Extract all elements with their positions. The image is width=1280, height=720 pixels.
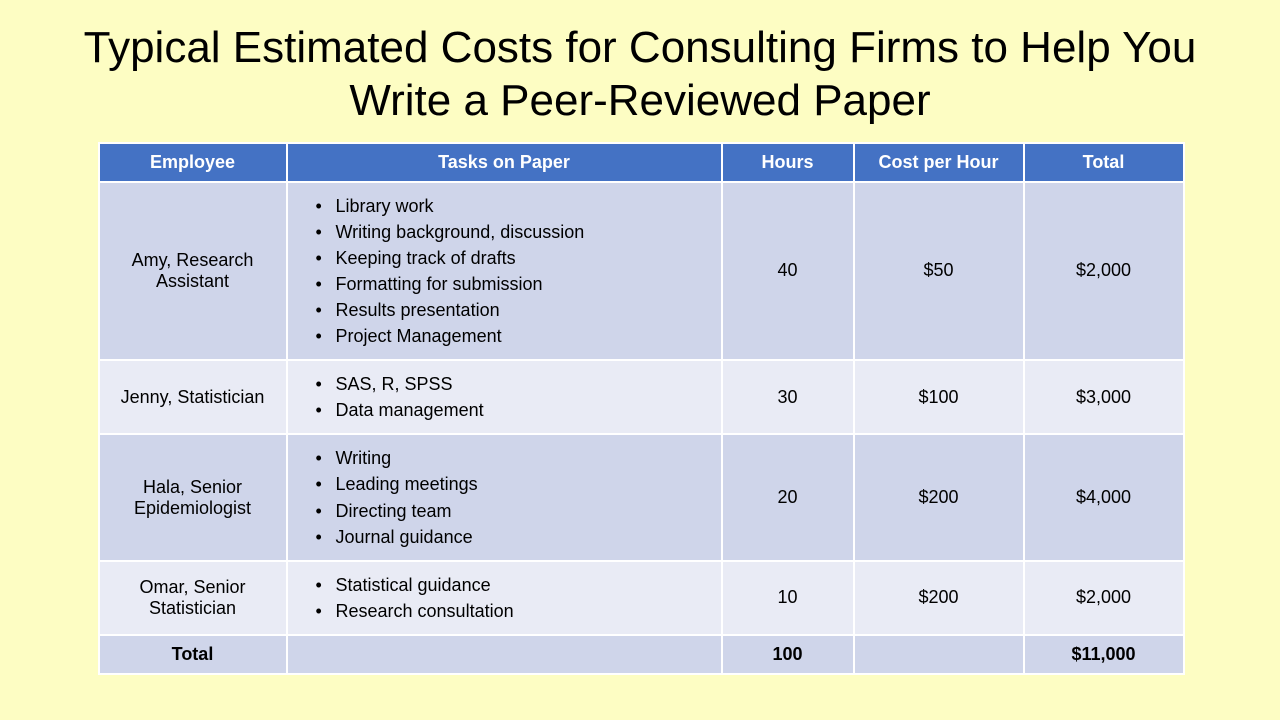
col-header-tasks: Tasks on Paper <box>287 143 722 182</box>
task-item: Journal guidance <box>310 524 707 550</box>
cell-rate: $200 <box>854 434 1024 560</box>
cell-hours: 20 <box>722 434 854 560</box>
footer-rate <box>854 635 1024 674</box>
cell-rate: $100 <box>854 360 1024 434</box>
table-row: Jenny, Statistician SAS, R, SPSSData man… <box>99 360 1184 434</box>
cost-table: Employee Tasks on Paper Hours Cost per H… <box>98 142 1185 675</box>
task-item: Writing <box>310 445 707 471</box>
cell-total: $4,000 <box>1024 434 1184 560</box>
cell-hours: 10 <box>722 561 854 635</box>
tasks-list: Statistical guidanceResearch consultatio… <box>302 572 707 624</box>
tasks-list: SAS, R, SPSSData management <box>302 371 707 423</box>
task-item: Keeping track of drafts <box>310 245 707 271</box>
task-item: Library work <box>310 193 707 219</box>
page-title: Typical Estimated Costs for Consulting F… <box>80 22 1200 128</box>
cell-employee: Jenny, Statistician <box>99 360 287 434</box>
task-item: SAS, R, SPSS <box>310 371 707 397</box>
col-header-total: Total <box>1024 143 1184 182</box>
cell-tasks: WritingLeading meetingsDirecting teamJou… <box>287 434 722 560</box>
cell-total: $3,000 <box>1024 360 1184 434</box>
cell-total: $2,000 <box>1024 182 1184 361</box>
task-item: Research consultation <box>310 598 707 624</box>
task-item: Data management <box>310 397 707 423</box>
cell-tasks: SAS, R, SPSSData management <box>287 360 722 434</box>
cell-total: $2,000 <box>1024 561 1184 635</box>
cell-tasks: Library workWriting background, discussi… <box>287 182 722 361</box>
cost-table-container: Employee Tasks on Paper Hours Cost per H… <box>98 142 1183 675</box>
task-item: Statistical guidance <box>310 572 707 598</box>
cell-rate: $200 <box>854 561 1024 635</box>
cell-hours: 30 <box>722 360 854 434</box>
task-item: Project Management <box>310 323 707 349</box>
footer-empty <box>287 635 722 674</box>
table-footer-row: Total 100 $11,000 <box>99 635 1184 674</box>
tasks-list: WritingLeading meetingsDirecting teamJou… <box>302 445 707 549</box>
cell-rate: $50 <box>854 182 1024 361</box>
cell-employee: Amy, Research Assistant <box>99 182 287 361</box>
cell-employee: Omar, Senior Statistician <box>99 561 287 635</box>
footer-hours: 100 <box>722 635 854 674</box>
table-row: Hala, Senior Epidemiologist WritingLeadi… <box>99 434 1184 560</box>
cell-tasks: Statistical guidanceResearch consultatio… <box>287 561 722 635</box>
table-header-row: Employee Tasks on Paper Hours Cost per H… <box>99 143 1184 182</box>
cell-hours: 40 <box>722 182 854 361</box>
footer-total: $11,000 <box>1024 635 1184 674</box>
col-header-rate: Cost per Hour <box>854 143 1024 182</box>
col-header-employee: Employee <box>99 143 287 182</box>
task-item: Leading meetings <box>310 471 707 497</box>
task-item: Writing background, discussion <box>310 219 707 245</box>
task-item: Directing team <box>310 498 707 524</box>
table-row: Amy, Research Assistant Library workWrit… <box>99 182 1184 361</box>
footer-label: Total <box>99 635 287 674</box>
cell-employee: Hala, Senior Epidemiologist <box>99 434 287 560</box>
task-item: Formatting for submission <box>310 271 707 297</box>
tasks-list: Library workWriting background, discussi… <box>302 193 707 350</box>
table-row: Omar, Senior Statistician Statistical gu… <box>99 561 1184 635</box>
task-item: Results presentation <box>310 297 707 323</box>
col-header-hours: Hours <box>722 143 854 182</box>
